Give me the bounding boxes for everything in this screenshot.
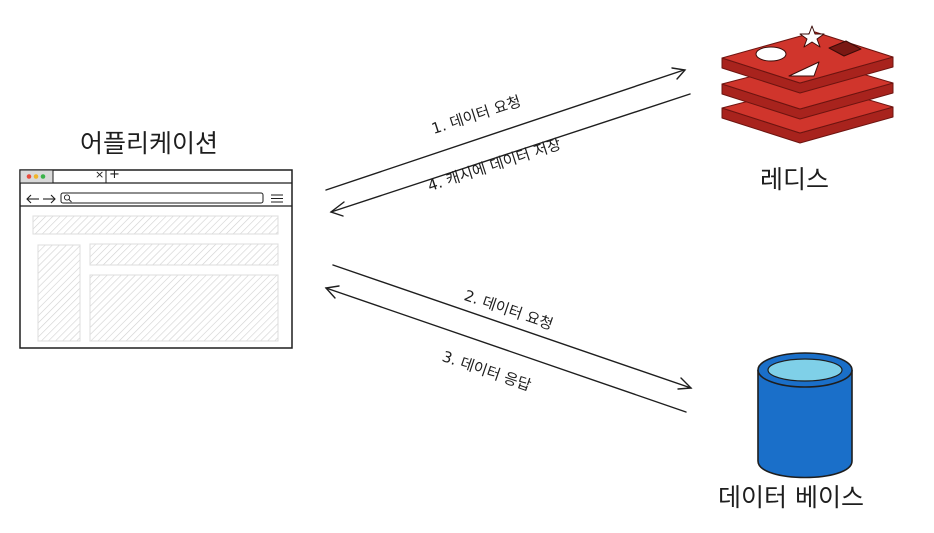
arrow-redis-to-app	[329, 93, 691, 217]
redis-logo-icon	[721, 25, 894, 144]
database-label: 데이터 베이스	[718, 483, 864, 512]
arrow-app-to-database	[332, 264, 693, 390]
window-close-dot-icon	[26, 174, 32, 179]
address-bar	[60, 192, 264, 204]
tab-add-icon: +	[109, 167, 120, 182]
back-arrow-icon	[26, 194, 39, 204]
search-icon	[63, 194, 72, 203]
forward-arrow-icon	[43, 194, 56, 204]
tab-close-icon: ×	[95, 168, 105, 181]
redis-label: 레디스	[760, 165, 830, 194]
arrow-database-to-app	[324, 285, 687, 413]
menu-icon	[271, 194, 283, 203]
application-label: 어플리케이션	[80, 129, 219, 158]
window-maximize-dot-icon	[40, 174, 46, 179]
database-cylinder-icon	[757, 352, 853, 479]
browser-window-icon	[19, 169, 293, 349]
window-minimize-dot-icon	[33, 174, 39, 179]
arrow-app-to-redis	[325, 67, 687, 191]
